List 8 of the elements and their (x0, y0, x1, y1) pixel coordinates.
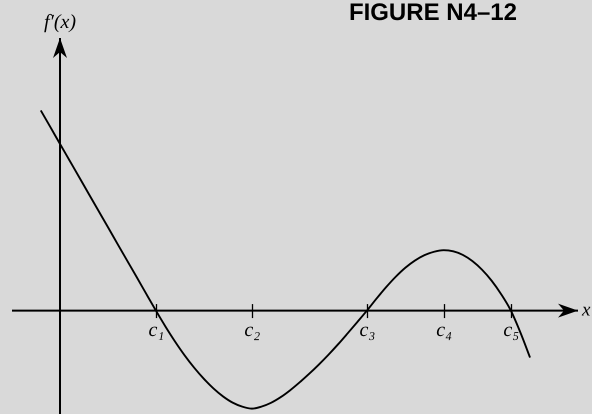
chart-title: FIGURE N4–12 (348, 0, 517, 26)
y-axis-title: f′(x) (44, 11, 76, 33)
x-tick-label: c₄ (436, 319, 452, 342)
x-tick-label: c₁ (148, 319, 164, 342)
x-tick-label: c₂ (244, 319, 260, 342)
x-tick-label: c₅ (503, 319, 520, 342)
x-tick-label: c₃ (360, 319, 376, 342)
x-axis-title: x (581, 300, 591, 321)
